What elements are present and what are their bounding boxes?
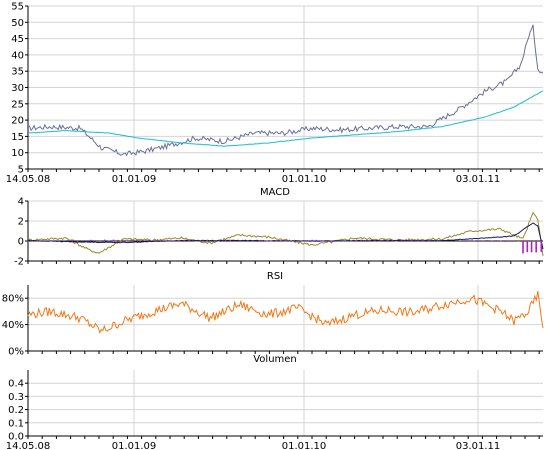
rsi-panel: RSI 0% 40% 80%	[2, 271, 544, 358]
volume-xtick-label: 14.05.08	[6, 441, 51, 450]
macd-ytick-label: 4	[18, 197, 24, 208]
price-ytick-label: 20	[11, 116, 24, 127]
macd-panel: MACD -2 0 2 4	[14, 187, 544, 268]
rsi-title: RSI	[267, 271, 283, 282]
rsi-ytick-label: 80%	[2, 294, 24, 305]
price-ytick-label: 45	[11, 34, 24, 45]
price-ytick-label: 50	[11, 18, 24, 29]
volume-ytick-label: 0.4	[8, 379, 24, 390]
price-xtick-label: 01.01.09	[112, 174, 157, 185]
macd-series-1-line	[27, 211, 544, 257]
price-series-2-line	[27, 90, 544, 147]
price-ytick-label: 55	[11, 2, 24, 13]
price-ytick-label: 5	[18, 165, 24, 176]
rsi-ytick-label: 40%	[2, 320, 24, 331]
macd-title: MACD	[260, 187, 290, 198]
price-series-1-line	[27, 24, 544, 157]
price-xtick-label: 14.05.08	[6, 174, 51, 185]
volume-ytick-label: 0.1	[8, 418, 24, 429]
price-ytick-label: 30	[11, 83, 24, 94]
volume-xtick-label: 01.01.09	[112, 441, 157, 450]
price-panel: 5 10 15 20 25 30 35 40 45 50 55 14.05.08 01.01.09 01.…	[6, 2, 544, 185]
price-ytick-label: 15	[11, 132, 24, 143]
volume-ytick-label: 0.0	[8, 432, 24, 443]
macd-ytick-label: 0	[18, 237, 24, 248]
macd-series-2-line	[27, 222, 544, 250]
volume-ytick-label: 0.2	[8, 405, 24, 416]
price-ytick-label: 40	[11, 50, 24, 61]
volume-xtick-label: 03.01.11	[456, 441, 501, 450]
volume-ytick-label: 0.3	[8, 392, 24, 403]
volume-panel: Volumen 0.0 0.1 0.2 0.3 0.4 14.05.08 01.01.09 01…	[6, 354, 543, 450]
volume-title: Volumen	[253, 354, 297, 365]
rsi-ytick-label: 0%	[8, 347, 24, 358]
macd-ytick-label: -2	[14, 257, 24, 268]
volume-xtick-label: 01.01.10	[282, 441, 327, 450]
rsi-series-1-line	[27, 290, 544, 334]
price-ytick-label: 35	[11, 67, 24, 78]
price-ytick-label: 10	[11, 148, 24, 159]
macd-ytick-label: 2	[18, 217, 24, 228]
price-xtick-label: 03.01.11	[456, 174, 501, 185]
price-ytick-label: 25	[11, 99, 24, 110]
price-xtick-label: 01.01.10	[282, 174, 327, 185]
